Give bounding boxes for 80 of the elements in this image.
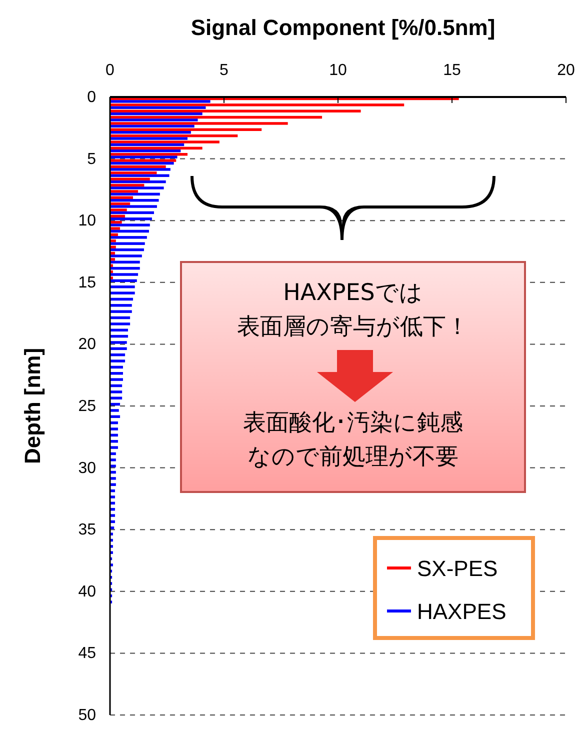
bar [110, 124, 194, 128]
bar [110, 190, 138, 193]
bar [110, 100, 210, 103]
legend-label: SX-PES [417, 556, 498, 581]
bar [110, 236, 147, 239]
bar [110, 104, 404, 106]
bar [110, 165, 166, 168]
bar [110, 140, 220, 144]
bar [110, 273, 138, 276]
bar [110, 211, 154, 214]
bar [110, 150, 181, 152]
bar [110, 360, 126, 362]
y-tick-label: 20 [78, 336, 96, 354]
y-tick-label: 50 [78, 707, 96, 724]
bar [110, 242, 145, 245]
bar [110, 152, 188, 156]
bar [110, 322, 130, 326]
bar [110, 341, 127, 344]
y-axis-title: Depth [nm] [20, 348, 45, 464]
bar [110, 378, 123, 381]
annotation: HAXPESでは [283, 280, 423, 306]
y-tick-label: 45 [78, 645, 96, 662]
y-tick-label: 25 [78, 398, 96, 415]
bar [110, 130, 191, 134]
bar [110, 446, 118, 449]
bar [110, 208, 127, 212]
bar [110, 134, 238, 138]
bar [110, 227, 120, 230]
bar [110, 162, 174, 165]
annotation: 表面酸化･汚染に鈍感 [243, 410, 463, 436]
bar [110, 254, 142, 258]
bar [110, 143, 184, 146]
bar [110, 186, 164, 190]
bar [110, 192, 160, 196]
bar [110, 218, 152, 220]
y-tick-label: 15 [78, 274, 96, 292]
bar [110, 118, 198, 122]
bar [110, 224, 150, 226]
annotation: 表面層の寄与が低下！ [237, 314, 469, 340]
bar [110, 198, 159, 202]
bar [110, 174, 170, 177]
bar [110, 428, 118, 430]
x-tick-label: 10 [329, 62, 347, 79]
annotation: なので前処理が不要 [248, 444, 458, 470]
x-tick-label: 15 [443, 62, 461, 79]
y-tick-label: 0 [87, 89, 96, 106]
bar [110, 230, 149, 233]
bar [110, 477, 116, 480]
bar [110, 106, 206, 109]
x-tick-label: 0 [106, 62, 115, 79]
legend-label: HAXPES [417, 599, 506, 624]
bar [110, 178, 150, 180]
y-tick-label: 35 [78, 522, 96, 539]
x-tick-label: 5 [220, 62, 229, 79]
y-tick-label: 5 [87, 150, 96, 168]
bar [110, 390, 122, 394]
bar [110, 116, 322, 119]
bar [110, 128, 262, 131]
bar [110, 464, 116, 468]
bar [110, 146, 202, 150]
bar [110, 409, 119, 412]
bar [110, 205, 157, 208]
bar [110, 180, 166, 184]
bar [110, 396, 122, 400]
x-tick-label: 20 [557, 62, 575, 79]
bar [110, 112, 202, 116]
bar [110, 156, 178, 158]
y-tick-label: 40 [78, 583, 96, 600]
bar [110, 159, 176, 162]
bar [110, 310, 132, 313]
bar [110, 168, 170, 171]
bar [110, 137, 188, 140]
y-tick-label: 30 [78, 460, 96, 477]
bar [110, 292, 135, 294]
x-axis-title: Signal Component [%/0.5nm] [190, 15, 496, 40]
bar [110, 172, 157, 174]
bar [110, 246, 116, 248]
bar [110, 122, 288, 125]
y-tick-label: 10 [78, 212, 96, 230]
bar [110, 110, 361, 112]
